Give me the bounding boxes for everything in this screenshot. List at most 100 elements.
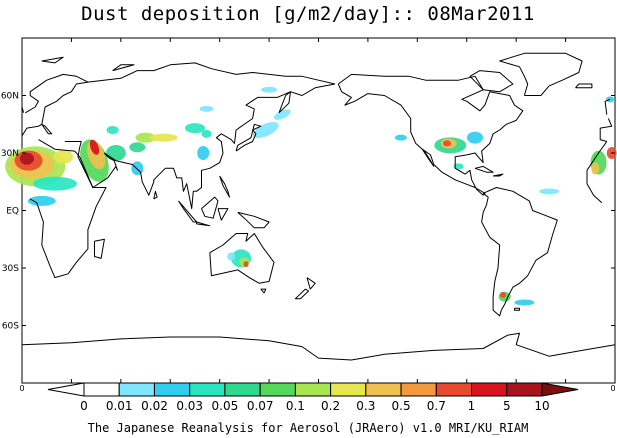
coast-falklands — [514, 307, 520, 311]
colorbar-label: 0.01 — [106, 399, 133, 413]
coast-java — [196, 221, 211, 227]
dust-plume-sahel — [32, 176, 77, 191]
colorbar-segment — [506, 382, 543, 397]
coast-sumatra — [178, 200, 198, 223]
dust-plume-caspian — [106, 126, 119, 134]
coast-sri-lanka — [153, 190, 158, 200]
colorbar-segment — [435, 382, 472, 397]
dust-plume-patagonia — [499, 291, 506, 298]
coast-baja — [421, 148, 435, 167]
coast-scand-north — [87, 62, 336, 85]
dust-plume-japan — [252, 121, 279, 139]
colorbar-label: 0.03 — [176, 399, 203, 413]
coast-africa — [586, 141, 608, 171]
colorbar-label: 0.05 — [212, 399, 239, 413]
dust-plume-iran — [105, 145, 126, 161]
dust-plume-australia — [243, 261, 249, 268]
coast-australia — [209, 233, 275, 284]
footer-credit: The Japanese Reanalysis for Aerosol (JRA… — [88, 421, 529, 435]
coast-japan — [235, 123, 262, 152]
coast-asia-south — [64, 83, 336, 210]
coast-africa — [586, 170, 603, 204]
dust-plume-mongolia — [184, 123, 205, 134]
coast-arctic-islands — [112, 64, 135, 72]
colorbar-label: 0.1 — [286, 399, 305, 413]
colorbar-label: 0.7 — [427, 399, 446, 413]
dust-plume-china — [201, 129, 212, 138]
coast-antarctica — [21, 332, 616, 361]
coast-madagascar — [94, 238, 105, 259]
colorbar: 0 0.01 0.02 0.03 0.05 0.07 0.1 0.2 0.3 0.5 0.7 1 5 10 — [47, 382, 579, 413]
colorbar-segment — [365, 382, 402, 397]
colorbar-label: 0 — [80, 399, 88, 413]
coast-baffin — [469, 70, 514, 93]
colorbar-segment — [471, 382, 508, 397]
latitude-axis: 60N 30N EQ 30S 60S — [1, 38, 616, 383]
lat-label: 60N — [1, 92, 19, 102]
map-frame — [21, 37, 616, 384]
coast-svalbard — [41, 56, 64, 64]
dust-plume-south-atlantic — [514, 299, 535, 306]
colorbar-label: 1 — [468, 399, 476, 413]
colorbar-segment — [224, 382, 261, 397]
colorbar-segment — [330, 382, 367, 397]
dust-plume-siberia — [199, 105, 214, 112]
coast-sulawesi — [217, 208, 229, 221]
colorbar-segment — [118, 382, 155, 397]
dust-deposition-layer — [5, 86, 617, 306]
coast-greenland — [499, 52, 583, 96]
coast-kamchatka — [278, 91, 291, 114]
dust-plume-us — [466, 131, 483, 144]
edge-left-label: 0 — [19, 384, 24, 393]
chart-title: Dust deposition [g/m2/day]:: 08Mar2011 — [81, 3, 535, 25]
coast-iceland — [575, 83, 593, 89]
colorbar-label: 0.2 — [321, 399, 340, 413]
colorbar-label: 0.02 — [141, 399, 168, 413]
colorbar-segment — [400, 382, 437, 397]
colorbar-label: 5 — [503, 399, 511, 413]
colorbar-segment — [294, 382, 332, 397]
colorbar-over-triangle — [541, 382, 579, 397]
dust-plume-atlantic — [539, 188, 560, 195]
dust-plume-libya — [53, 149, 74, 164]
coastline-layer — [21, 52, 616, 361]
coast-tasmania — [260, 288, 267, 294]
colorbar-label: 0.3 — [356, 399, 375, 413]
colorbar-segment — [259, 382, 296, 397]
coast-europe — [599, 118, 613, 140]
dust-plume-pacific-east — [394, 134, 407, 141]
dust-plume-atlantic-east — [591, 162, 600, 175]
coast-north-america — [337, 73, 524, 196]
dust-plume-india — [131, 161, 144, 176]
coast-philippines — [219, 175, 230, 198]
colorbar-segment — [189, 382, 226, 397]
lat-label: 60S — [2, 322, 19, 332]
dust-plume-gulf — [453, 163, 464, 170]
dust-plume-arabia — [89, 139, 100, 155]
dust-plume-sahara — [19, 152, 34, 165]
map-panel: 60N 30N EQ 30S 60S — [1, 37, 617, 384]
dust-plume-arctic — [261, 86, 278, 93]
coast-europe — [600, 139, 607, 142]
colorbar-label: 0.07 — [247, 399, 274, 413]
coast-europe — [21, 73, 89, 137]
coast-cuba — [474, 165, 494, 173]
edge-right-label: 0 — [610, 384, 615, 393]
dust-plume-us — [442, 140, 451, 147]
lat-label: EQ — [6, 207, 19, 217]
coast-south-america — [481, 187, 558, 317]
coast-britain — [21, 106, 25, 113]
coast-new-guinea — [237, 211, 270, 229]
lat-label: 30N — [1, 149, 19, 159]
colorbar-under-triangle — [47, 382, 85, 397]
coast-new-zealand — [306, 277, 316, 290]
coast-borneo — [201, 196, 219, 219]
coast-hispaniola — [493, 173, 504, 177]
lat-label: 30S — [2, 264, 19, 274]
colorbar-segment — [154, 382, 191, 397]
dust-plume-china — [197, 146, 210, 160]
dust-plume-sahel — [27, 195, 56, 206]
dust-plume-central-asia — [149, 133, 178, 142]
colorbar-label: 10 — [534, 399, 549, 413]
colorbar-segment — [83, 382, 120, 397]
